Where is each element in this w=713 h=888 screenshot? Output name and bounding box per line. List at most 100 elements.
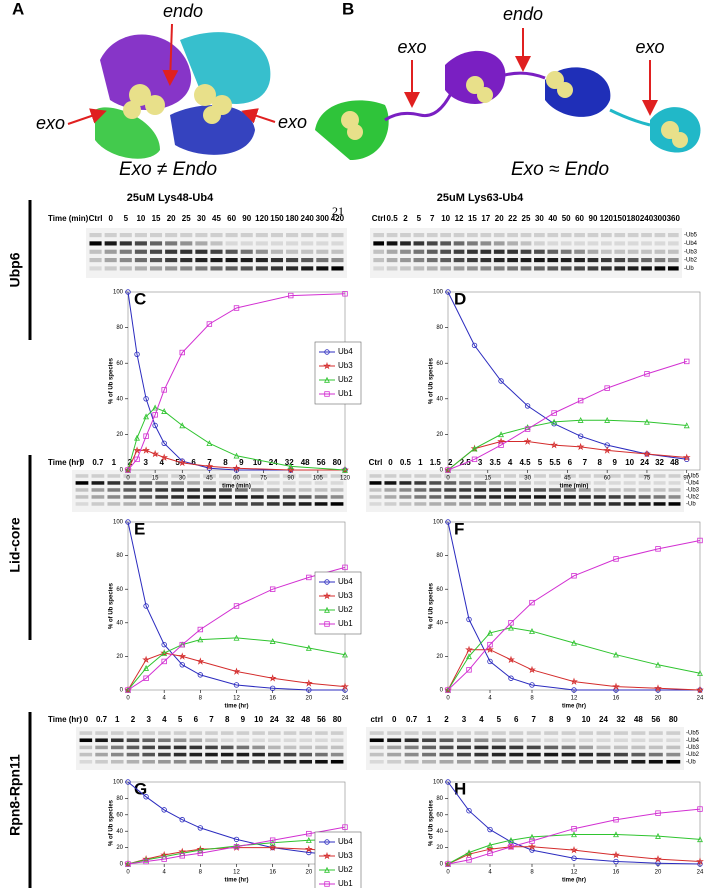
gel-time-label: Time (hr) — [48, 715, 82, 724]
gel-band — [384, 495, 397, 499]
gel-band — [187, 502, 200, 506]
gel-band — [600, 266, 612, 271]
plot-frame — [127, 291, 346, 471]
legend-label: Ub1 — [338, 879, 353, 888]
gel-lane-label: 4 — [479, 715, 484, 724]
gel-band — [250, 502, 264, 506]
gel-band — [561, 738, 576, 743]
gel-band-label: -Ub3 — [686, 488, 700, 494]
gel-band — [467, 266, 478, 271]
data-point — [498, 442, 504, 448]
gel-band — [119, 249, 132, 254]
gel-band — [574, 266, 585, 271]
gel-band — [180, 266, 193, 271]
gel-band — [149, 249, 163, 254]
gel-lane-label: 6 — [191, 458, 196, 467]
x-tick-label: 75 — [260, 476, 267, 482]
x-tick-label: 12 — [571, 870, 578, 876]
gel-lane-label: 7 — [430, 214, 435, 223]
gel-band — [384, 488, 397, 492]
gel-band — [187, 474, 200, 478]
gel-band — [171, 502, 184, 506]
annotation: exo — [397, 37, 426, 57]
gel-band — [631, 738, 646, 743]
data-point — [684, 358, 690, 365]
data-point — [142, 446, 150, 454]
gel-lane-label: 10 — [625, 458, 634, 467]
gel-band — [316, 266, 329, 271]
gel-band — [173, 738, 187, 743]
gel-band — [79, 738, 93, 743]
gel-lane-label: 0 — [84, 715, 89, 724]
gel-band — [439, 759, 454, 764]
gel-band — [666, 752, 681, 757]
data-point — [486, 845, 494, 853]
fit-line — [447, 360, 687, 471]
gel-band — [369, 488, 382, 492]
gel-lane-label: Ctrl — [372, 214, 386, 223]
gel-band — [526, 745, 541, 750]
y-tick-label: 60 — [436, 361, 443, 367]
fit-line — [127, 652, 346, 691]
gel-band — [414, 474, 427, 478]
data-point — [178, 652, 187, 660]
gel-band — [373, 233, 385, 238]
gel-band — [330, 731, 344, 735]
gel-band — [654, 266, 666, 271]
gel-band — [429, 481, 442, 485]
gel-band — [220, 738, 234, 743]
data-point — [683, 422, 690, 429]
gel-lane-label: 7 — [209, 715, 214, 724]
gel-lane-label: 20 — [167, 214, 176, 223]
gel-band — [330, 745, 344, 750]
gel-band — [563, 495, 576, 499]
gel-band — [534, 241, 545, 246]
data-point — [152, 412, 158, 418]
gel-band — [509, 752, 524, 757]
x-axis-title: time (min) — [222, 484, 251, 490]
gel-band — [480, 241, 492, 246]
gel-band — [219, 502, 232, 506]
data-point — [487, 658, 493, 665]
gel-band — [648, 731, 663, 735]
data-point — [655, 810, 661, 816]
gel-band — [493, 258, 505, 263]
legend-marker — [324, 866, 330, 873]
gel-lane-label: 10 — [582, 715, 591, 724]
x-tick-label: 75 — [644, 476, 651, 482]
data-point — [161, 807, 167, 813]
gel-band — [286, 266, 299, 271]
x-tick-label: 20 — [655, 696, 662, 702]
gel-band — [548, 481, 561, 485]
gel-band — [173, 752, 187, 757]
data-point — [613, 651, 619, 658]
data-point — [161, 440, 167, 446]
data-point — [233, 682, 240, 688]
x-tick-label: 20 — [305, 696, 312, 702]
gel-band — [667, 249, 679, 254]
gel-band — [95, 731, 108, 735]
gel-band — [456, 738, 471, 743]
gel-band — [474, 481, 487, 485]
gel-band — [491, 738, 506, 743]
data-point — [524, 426, 531, 432]
data-point — [269, 685, 276, 692]
gel-band — [641, 258, 652, 263]
gel-band — [104, 249, 117, 254]
gel-lane-label: 3 — [478, 458, 483, 467]
gel-band — [126, 759, 140, 764]
gel-band — [509, 759, 524, 764]
gel-band — [627, 249, 639, 254]
gel-lane-label: 56 — [317, 458, 326, 467]
gel-band — [561, 731, 576, 735]
gel-band — [507, 241, 518, 246]
gel-band — [220, 745, 234, 750]
gel-lane-label: 22 — [508, 214, 517, 223]
data-point — [524, 403, 531, 409]
data-point — [152, 422, 158, 429]
x-tick-label: 16 — [613, 696, 620, 702]
y-tick-label: 20 — [436, 845, 443, 851]
x-tick-label: 8 — [530, 696, 534, 702]
gel-band — [533, 488, 546, 492]
gel-band — [331, 249, 344, 254]
